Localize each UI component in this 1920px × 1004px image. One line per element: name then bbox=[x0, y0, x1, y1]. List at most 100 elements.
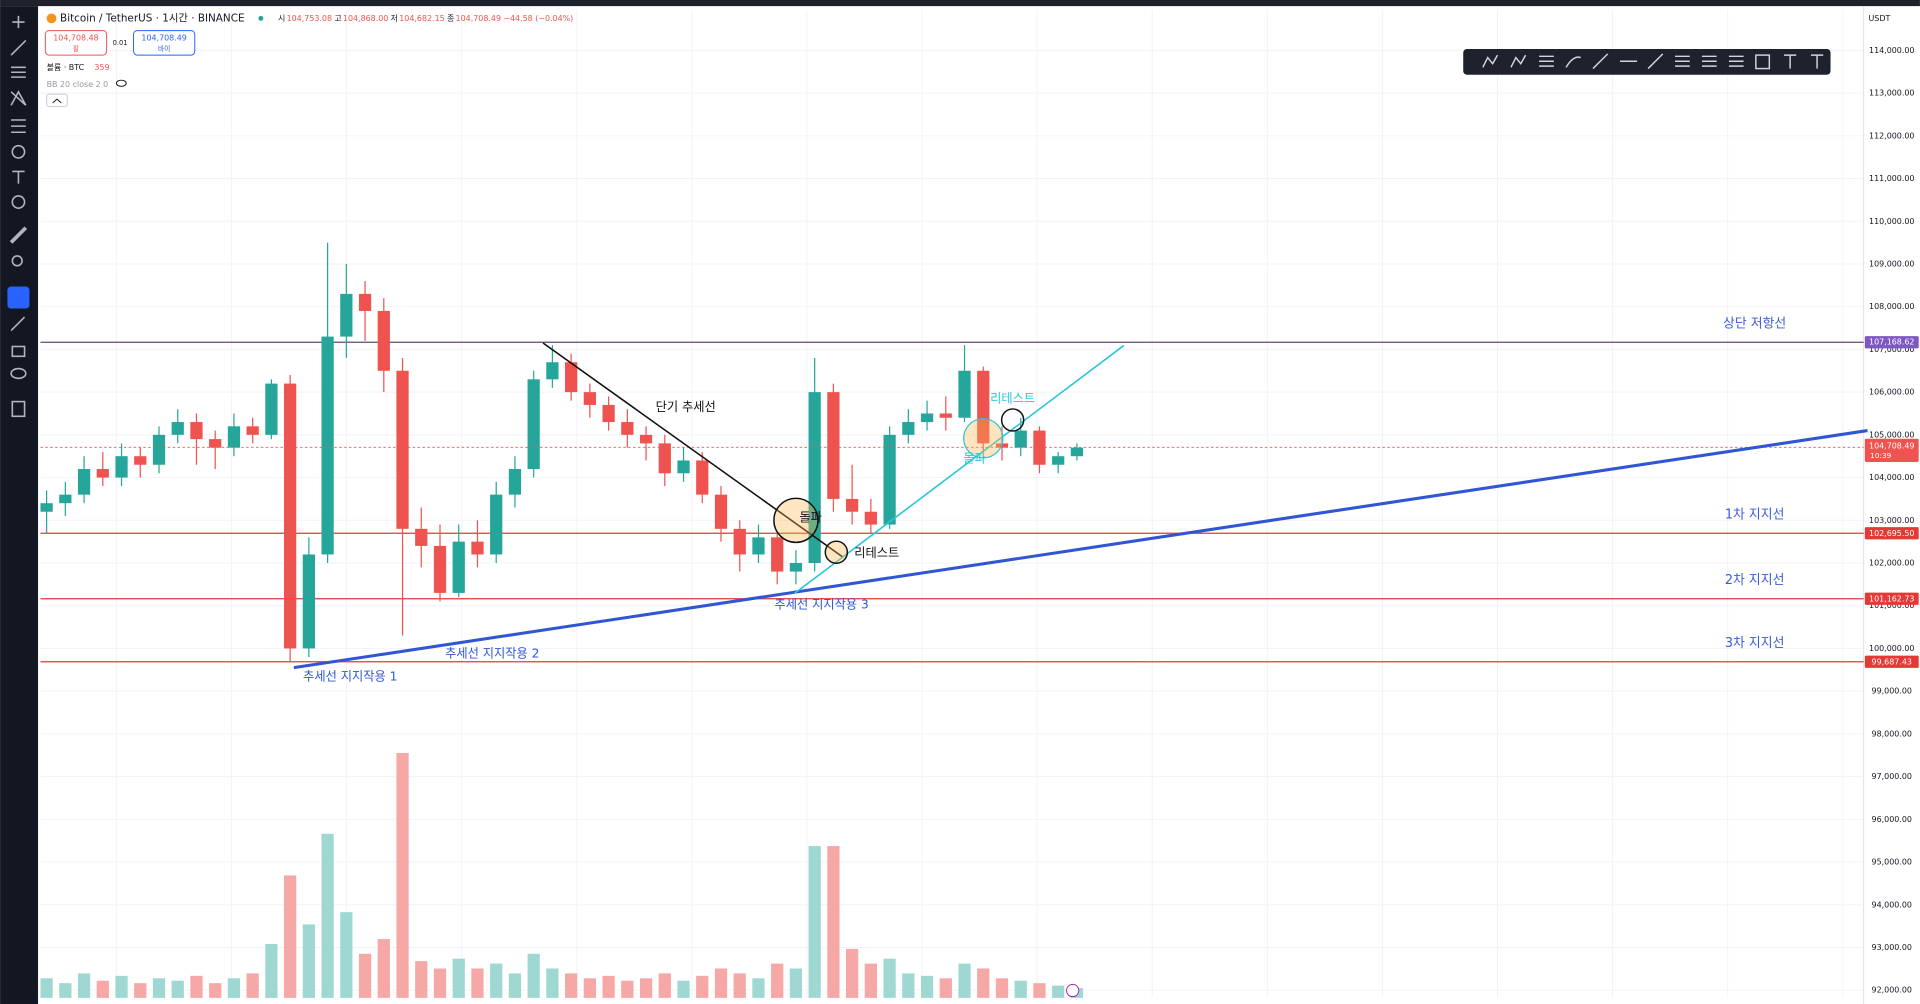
buy-button[interactable] bbox=[133, 30, 196, 56]
currency[interactable]: USDT bbox=[1868, 14, 1890, 23]
pattern-tool[interactable] bbox=[10, 90, 27, 106]
countdown: 10:39 bbox=[1870, 451, 1891, 460]
y-tick-label: 93,000.00 bbox=[1872, 943, 1912, 952]
volume-bar bbox=[864, 963, 877, 998]
y-tick-label: 92,000.00 bbox=[1872, 986, 1912, 995]
tool-icon[interactable] bbox=[1810, 54, 1824, 69]
candle-body bbox=[284, 383, 297, 649]
volume-bar bbox=[958, 963, 971, 998]
crosshair-tool[interactable] bbox=[12, 15, 25, 29]
y-tick-label: 101,000.00 bbox=[1869, 601, 1914, 610]
candle-body bbox=[115, 456, 128, 478]
sell-label: 팔 bbox=[73, 45, 79, 53]
candle-body bbox=[1033, 430, 1046, 465]
candle-body bbox=[1014, 430, 1027, 448]
volume-bar bbox=[284, 875, 297, 998]
text-tool[interactable] bbox=[12, 170, 25, 184]
annotation: 단기 추세선 bbox=[656, 400, 716, 414]
candle-body bbox=[1070, 447, 1084, 457]
line-tool[interactable] bbox=[10, 39, 27, 56]
y-tick-label: 107,000.00 bbox=[1869, 345, 1914, 354]
tool-icon[interactable] bbox=[1755, 54, 1771, 70]
candle-body bbox=[846, 498, 859, 512]
candle-body bbox=[508, 469, 522, 495]
candle-body bbox=[714, 494, 728, 529]
candle-body bbox=[396, 370, 409, 529]
volume-bar bbox=[527, 953, 540, 998]
price-tag bbox=[1864, 336, 1919, 349]
hide-tool[interactable] bbox=[10, 367, 27, 380]
volume-bar bbox=[433, 968, 447, 998]
tool-icon[interactable] bbox=[1701, 55, 1717, 67]
price-tag-label: 102,695.50 bbox=[1869, 529, 1914, 538]
volume-bar bbox=[358, 953, 372, 998]
shapes-tool[interactable] bbox=[11, 144, 26, 159]
candle-body bbox=[190, 422, 203, 440]
candle-body bbox=[152, 434, 166, 465]
tool-icon[interactable] bbox=[1784, 54, 1797, 69]
tool-icon[interactable] bbox=[1565, 56, 1581, 68]
annotation: 추세선 지지작용 2 bbox=[445, 646, 539, 660]
collapse-button[interactable] bbox=[45, 93, 69, 108]
volume-bar bbox=[883, 958, 896, 998]
volume-bar bbox=[546, 968, 559, 998]
volume-bar bbox=[246, 973, 259, 998]
volume-bar bbox=[209, 983, 222, 998]
candle-body bbox=[546, 362, 559, 380]
tool-icon[interactable] bbox=[1482, 54, 1499, 68]
tool-icon[interactable] bbox=[1510, 54, 1527, 68]
candle-body bbox=[209, 439, 222, 448]
tool-icon[interactable] bbox=[1592, 53, 1609, 70]
sell-button[interactable] bbox=[44, 30, 108, 56]
tool-icon[interactable] bbox=[1728, 55, 1744, 67]
last-price-label: 104,708.49 bbox=[1869, 442, 1914, 451]
fib-tool[interactable] bbox=[11, 66, 26, 78]
y-tick-label: 113,000.00 bbox=[1869, 89, 1914, 98]
candle-body bbox=[527, 379, 540, 470]
tool-icon[interactable] bbox=[1647, 53, 1664, 70]
chart: 92,000.00 93,000.00 94,000.00 95,000.00 96,0… bbox=[40, 6, 1919, 1004]
legend-header: Bitcoin / TetherUS · 1시간 · BINANCE 시 104,… bbox=[44, 12, 1890, 108]
stay-drawing-tool[interactable] bbox=[10, 316, 26, 332]
volume-bar bbox=[621, 980, 634, 998]
y-tick-label: 111,000.00 bbox=[1869, 174, 1914, 183]
bb-indicator[interactable]: BB 20 close 2 0 bbox=[47, 80, 109, 89]
ohlc-value: 104,708.49 bbox=[456, 14, 501, 23]
tool-icon[interactable] bbox=[1539, 55, 1554, 67]
tool-icon[interactable] bbox=[1675, 55, 1690, 67]
volume-bar bbox=[134, 983, 147, 998]
candle-body bbox=[789, 563, 803, 572]
price-tag bbox=[1864, 592, 1919, 605]
magnet-tool[interactable] bbox=[7, 286, 30, 309]
retest-circle bbox=[824, 540, 849, 564]
candle-body bbox=[771, 537, 784, 572]
symbol-title[interactable]: Bitcoin / TetherUS · 1시간 · BINANCE bbox=[60, 12, 244, 24]
y-tick-label: 106,000.00 bbox=[1869, 388, 1914, 397]
candle-body bbox=[471, 541, 484, 555]
emoji-tool[interactable] bbox=[11, 195, 26, 209]
volume-bar bbox=[227, 978, 241, 998]
volume-indicator[interactable]: 볼륨 · BTC bbox=[47, 63, 85, 72]
candle-body bbox=[134, 456, 147, 465]
volume-bar bbox=[40, 978, 53, 998]
volume-bar bbox=[565, 973, 578, 998]
zoom-tool[interactable] bbox=[11, 255, 23, 267]
candle-body bbox=[696, 460, 709, 495]
ruler-tool[interactable] bbox=[9, 226, 28, 244]
annotation: 리테스트 bbox=[990, 392, 1035, 406]
delete-tool[interactable] bbox=[11, 400, 26, 418]
lock-tool[interactable] bbox=[11, 345, 26, 358]
volume-bar bbox=[639, 978, 653, 998]
forecast-tool[interactable] bbox=[11, 119, 26, 134]
volume-bar bbox=[602, 975, 615, 998]
volume-bar bbox=[452, 958, 465, 998]
breakout-circle bbox=[773, 497, 819, 544]
candle-body bbox=[639, 434, 653, 444]
visibility-icon[interactable] bbox=[115, 79, 127, 87]
price-tag-label: 107,168.62 bbox=[1869, 338, 1914, 347]
y-tick-label: 99,000.00 bbox=[1872, 687, 1912, 696]
volume-bar bbox=[714, 968, 728, 998]
candle-body bbox=[602, 404, 615, 423]
collapse-icon bbox=[52, 98, 62, 104]
